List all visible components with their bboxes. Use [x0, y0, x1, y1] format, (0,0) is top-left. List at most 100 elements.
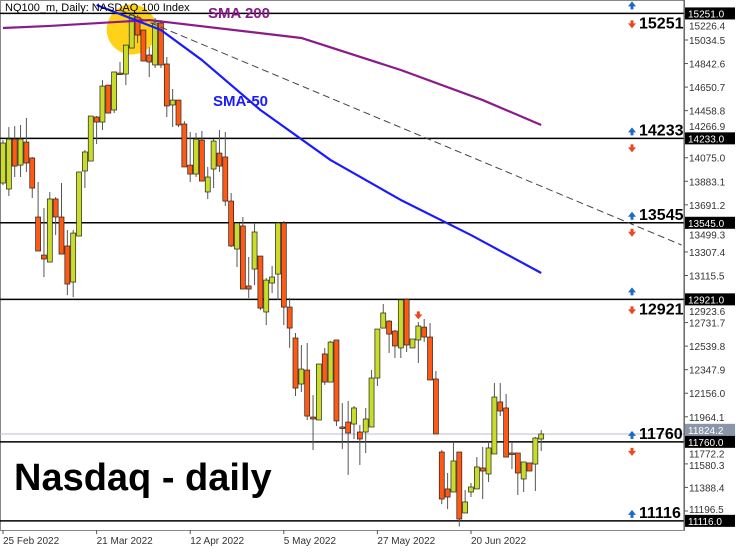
candle [321, 347, 328, 386]
candle [0, 140, 6, 186]
bull-candle-body [99, 85, 106, 123]
arrow-up-icon [628, 287, 636, 296]
candle [403, 299, 410, 353]
level-price-tag [685, 435, 735, 448]
y-tick-label: 14075.0 [689, 154, 726, 165]
current-price-label: 11824.2 [688, 426, 724, 437]
bull-candle-body [415, 325, 422, 341]
bear-candle-body [509, 452, 515, 455]
y-tick-label: 14842.6 [689, 60, 726, 71]
level-price-tag [685, 7, 735, 20]
bull-candle-body [485, 447, 492, 475]
candle [269, 265, 275, 294]
level-price-tag [685, 514, 735, 527]
bull-candle-body [409, 338, 416, 349]
bear-candle-body [58, 216, 65, 255]
bear-candle-body [321, 353, 328, 383]
candle [532, 436, 539, 492]
trend-line [119, 9, 682, 246]
bull-candle-body [275, 222, 281, 275]
y-tick-label: 12156.0 [689, 389, 726, 400]
level-label: 13545 [639, 207, 684, 224]
candle [187, 131, 194, 183]
y-tick-label: 11580.3 [689, 461, 725, 472]
bull-candle-body [397, 299, 404, 349]
bull-candle-body [462, 501, 468, 514]
bear-candle-body [304, 369, 311, 417]
arrow-down-icon [628, 228, 636, 237]
bull-candle-body [298, 368, 305, 385]
y-tick-label: 11196.5 [689, 505, 724, 516]
bear-candle-body [421, 326, 428, 338]
bear-candle-body [216, 152, 223, 167]
candle [140, 29, 147, 62]
candle [228, 192, 234, 247]
candle [93, 116, 100, 145]
bear-candle-body [438, 451, 445, 500]
candle [163, 56, 170, 118]
candle [380, 304, 387, 329]
bull-candle-body [193, 138, 199, 175]
sma-50-label: SMA-50 [213, 93, 268, 110]
y-tick-label: 11964.1 [689, 413, 725, 424]
bull-candle-body [368, 377, 375, 428]
sma-200-label: SMA 200 [208, 5, 270, 22]
level-price-tag [685, 132, 735, 145]
bull-candle-body [210, 140, 217, 170]
candle [204, 166, 211, 199]
candle [234, 222, 240, 267]
level-price-label: 13545.0 [688, 219, 725, 230]
bear-candle-body [433, 378, 439, 435]
level-price-label: 12921.0 [688, 295, 725, 306]
bear-candle-body [514, 452, 521, 474]
bear-candle-body [444, 488, 451, 498]
candle [333, 339, 340, 426]
y-tick-label: 11772.2 [689, 449, 725, 460]
sma-200-line [2, 18, 542, 126]
candle [456, 451, 463, 527]
bear-candle-body [257, 255, 264, 309]
candle [421, 318, 428, 343]
candle [117, 62, 123, 76]
candle [41, 208, 47, 278]
candle [433, 371, 439, 435]
candle [479, 446, 486, 500]
candle [122, 44, 129, 86]
candle [175, 99, 182, 128]
candle [222, 131, 229, 206]
bear-candle-body [456, 451, 463, 520]
bear-candle-body [497, 401, 504, 412]
candle [181, 121, 188, 168]
bear-candle-body [427, 336, 433, 381]
candle [415, 322, 422, 364]
candle [374, 328, 381, 386]
y-tick-label: 14650.7 [689, 83, 726, 94]
bear-candle-body [41, 254, 47, 260]
arrow-up-icon [628, 509, 636, 518]
current-price-tag [685, 423, 735, 436]
bear-candle-body [11, 138, 18, 167]
bear-candle-body [35, 216, 41, 252]
bull-candle-body [70, 232, 77, 283]
bull-candle-body [491, 396, 498, 455]
bear-candle-body [199, 139, 205, 182]
bear-candle-body [146, 54, 153, 63]
candle [444, 472, 451, 510]
y-tick-label: 13115.5 [689, 271, 725, 282]
candle [23, 117, 30, 172]
candle [286, 298, 293, 348]
candle [210, 139, 217, 189]
candle [257, 255, 264, 311]
level-label: 11760 [639, 426, 683, 443]
candle [5, 127, 12, 197]
bear-candle-body [280, 222, 287, 308]
candle [526, 462, 533, 472]
candle [304, 343, 311, 420]
candle [514, 452, 521, 495]
x-tick-label: 27 May 2022 [377, 536, 435, 547]
candle [538, 430, 545, 452]
candle [474, 457, 480, 490]
candle [503, 393, 509, 458]
bear-candle-body [286, 306, 293, 329]
y-tick-label: 13307.4 [689, 248, 726, 259]
